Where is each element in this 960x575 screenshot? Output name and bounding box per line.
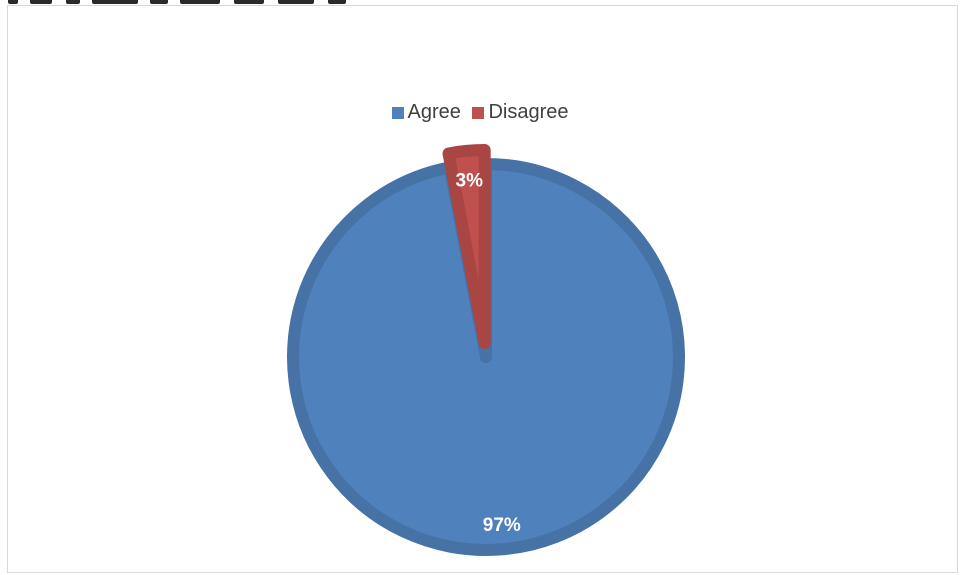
pie-slice-agree bbox=[287, 158, 685, 556]
legend-item-disagree: Disagree bbox=[472, 101, 568, 124]
chart-legend: Agree Disagree bbox=[0, 101, 960, 125]
legend-label-agree: Agree bbox=[407, 101, 461, 123]
data-label-agree: 97% bbox=[483, 515, 521, 536]
pie-slice-disagree bbox=[442, 144, 491, 350]
legend-swatch-agree bbox=[391, 106, 404, 119]
cropped-text-strip bbox=[0, 0, 960, 6]
legend-swatch-disagree bbox=[472, 106, 485, 119]
legend-label-disagree: Disagree bbox=[488, 101, 569, 123]
data-label-disagree: 3% bbox=[456, 171, 484, 192]
legend-item-agree: Agree bbox=[391, 101, 461, 124]
